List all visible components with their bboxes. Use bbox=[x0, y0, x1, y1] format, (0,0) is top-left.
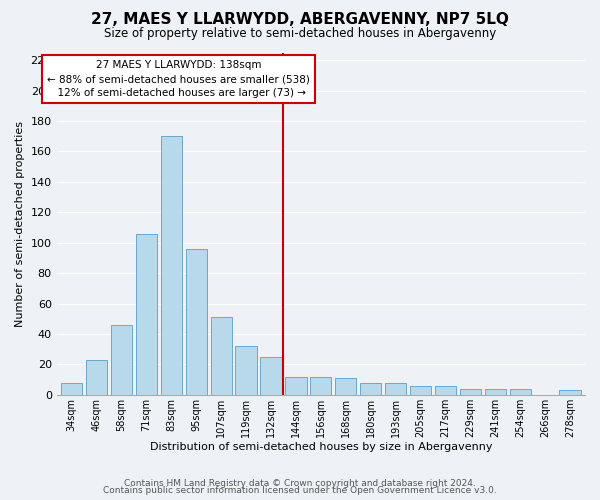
Bar bbox=[61, 382, 82, 395]
Bar bbox=[485, 388, 506, 395]
Bar bbox=[211, 317, 232, 395]
Bar bbox=[86, 360, 107, 395]
Bar bbox=[235, 346, 257, 395]
Bar bbox=[286, 376, 307, 395]
Bar bbox=[310, 376, 331, 395]
Text: Contains HM Land Registry data © Crown copyright and database right 2024.: Contains HM Land Registry data © Crown c… bbox=[124, 478, 476, 488]
Bar bbox=[185, 248, 207, 395]
Text: 27, MAES Y LLARWYDD, ABERGAVENNY, NP7 5LQ: 27, MAES Y LLARWYDD, ABERGAVENNY, NP7 5L… bbox=[91, 12, 509, 28]
Bar bbox=[360, 382, 381, 395]
Y-axis label: Number of semi-detached properties: Number of semi-detached properties bbox=[15, 120, 25, 326]
Bar bbox=[460, 388, 481, 395]
Bar bbox=[136, 234, 157, 395]
Bar bbox=[435, 386, 456, 395]
Text: Contains public sector information licensed under the Open Government Licence v3: Contains public sector information licen… bbox=[103, 486, 497, 495]
Bar bbox=[111, 325, 132, 395]
Text: Size of property relative to semi-detached houses in Abergavenny: Size of property relative to semi-detach… bbox=[104, 28, 496, 40]
Text: 27 MAES Y LLARWYDD: 138sqm
← 88% of semi-detached houses are smaller (538)
  12%: 27 MAES Y LLARWYDD: 138sqm ← 88% of semi… bbox=[47, 60, 310, 98]
Bar bbox=[410, 386, 431, 395]
Bar bbox=[335, 378, 356, 395]
X-axis label: Distribution of semi-detached houses by size in Abergavenny: Distribution of semi-detached houses by … bbox=[149, 442, 492, 452]
Bar bbox=[385, 382, 406, 395]
Bar bbox=[260, 357, 281, 395]
Bar bbox=[161, 136, 182, 395]
Bar bbox=[509, 388, 531, 395]
Bar bbox=[559, 390, 581, 395]
